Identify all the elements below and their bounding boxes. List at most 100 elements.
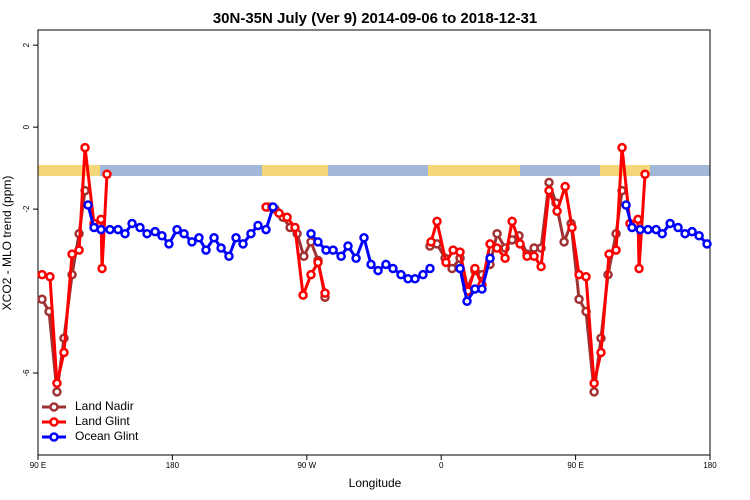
point	[80, 142, 90, 153]
land-ocean-strip	[38, 165, 710, 176]
point	[343, 241, 353, 251]
point	[388, 263, 398, 274]
series-line	[40, 181, 624, 393]
point	[194, 233, 204, 243]
point	[274, 208, 284, 218]
point	[102, 169, 112, 180]
point	[552, 206, 562, 216]
point	[105, 224, 115, 235]
point	[238, 239, 248, 249]
point	[640, 169, 650, 180]
point	[492, 228, 502, 239]
point	[290, 222, 300, 233]
point	[120, 228, 130, 239]
point	[135, 222, 145, 233]
point	[96, 214, 106, 225]
point	[665, 218, 675, 229]
chart-title: 30N-35N July (Ver 9) 2014-09-06 to 2018-…	[213, 10, 537, 27]
legend-label: Land Nadir	[75, 399, 134, 413]
point	[396, 269, 406, 280]
point	[492, 243, 502, 253]
point	[455, 247, 465, 257]
point	[373, 265, 383, 276]
point	[702, 239, 712, 249]
point	[187, 237, 197, 247]
point	[643, 224, 653, 235]
plot-frame	[37, 29, 711, 456]
point	[172, 224, 182, 235]
x-tick-label: 180	[703, 461, 717, 470]
point	[425, 263, 435, 274]
point	[485, 253, 495, 264]
point	[261, 224, 271, 235]
point	[596, 347, 606, 358]
point	[313, 257, 323, 268]
point	[559, 237, 569, 247]
point	[560, 181, 570, 192]
point	[574, 294, 584, 305]
point	[694, 230, 704, 241]
point	[52, 387, 62, 397]
point	[462, 296, 472, 307]
point	[627, 222, 637, 233]
point	[673, 222, 683, 233]
x-tick-label: 0	[439, 461, 444, 470]
point	[515, 239, 525, 249]
point	[477, 284, 487, 294]
legend-marker	[49, 417, 59, 427]
point	[83, 200, 93, 210]
point	[224, 251, 234, 261]
x-axis-label: Longitude	[349, 476, 402, 490]
point	[298, 290, 308, 300]
point	[96, 224, 106, 235]
point	[567, 222, 577, 233]
y-tick-label: 0	[22, 124, 31, 129]
y-tick-label: 2	[22, 42, 31, 47]
point	[216, 243, 226, 253]
point	[432, 216, 442, 227]
x-tick-label: 180	[166, 461, 180, 470]
point	[447, 263, 457, 274]
point	[209, 233, 219, 243]
point	[455, 263, 465, 274]
point	[320, 288, 330, 298]
point	[529, 251, 539, 261]
point	[366, 259, 376, 270]
point	[299, 251, 309, 261]
point	[37, 294, 47, 305]
point	[142, 228, 152, 239]
point	[97, 263, 107, 274]
y-axis-label: XCO2 - MLO trend (ppm)	[0, 176, 14, 311]
point	[37, 269, 47, 280]
point	[589, 387, 599, 397]
point	[617, 142, 627, 153]
point	[231, 233, 241, 243]
point	[127, 218, 137, 229]
point	[500, 253, 510, 264]
point	[253, 220, 263, 231]
legend-marker	[49, 402, 59, 412]
point	[536, 261, 546, 272]
x-tick-label: 90 E	[30, 461, 46, 470]
point	[328, 245, 338, 255]
point	[581, 271, 591, 282]
point	[201, 245, 211, 255]
point	[485, 239, 495, 249]
point	[246, 228, 256, 239]
point	[441, 257, 451, 268]
point	[544, 185, 554, 196]
point	[621, 200, 631, 210]
point	[351, 253, 361, 264]
y-tick-label: -6	[22, 369, 31, 377]
point	[381, 259, 391, 270]
legend-label: Ocean Glint	[75, 429, 139, 443]
point	[544, 177, 554, 188]
point	[113, 224, 123, 235]
point	[268, 202, 278, 212]
point	[67, 249, 77, 259]
point	[657, 228, 667, 239]
point	[633, 214, 643, 225]
point	[313, 237, 323, 247]
series-line	[41, 147, 647, 384]
